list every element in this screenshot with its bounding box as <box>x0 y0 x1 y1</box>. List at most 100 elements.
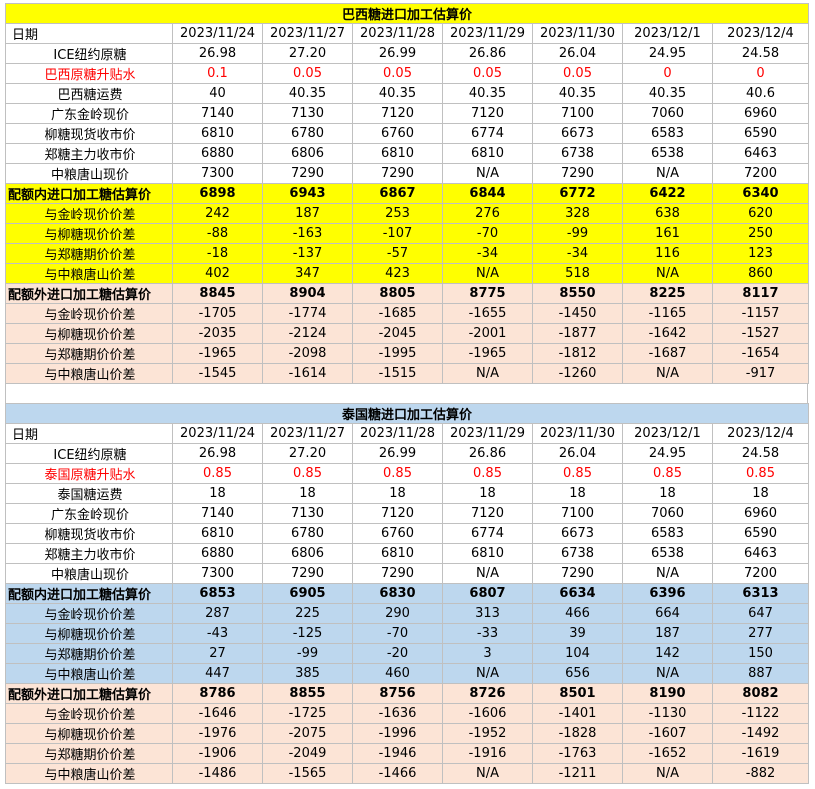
value-cell: 7120 <box>352 103 443 124</box>
value-cell: 447 <box>172 663 263 684</box>
value-cell: 7290 <box>532 563 623 584</box>
value-cell: N/A <box>442 563 533 584</box>
value-cell: 104 <box>532 643 623 664</box>
row-label: 与郑糖期价价差 <box>5 743 173 764</box>
value-cell: 277 <box>711 623 810 644</box>
value-cell: -2049 <box>262 743 353 764</box>
value-cell: 7200 <box>711 563 810 584</box>
data-row: 中粮唐山现价 7300 7290 7290 N/A 7290 N/A 7200 <box>5 563 810 584</box>
value-cell: 18 <box>262 483 353 504</box>
value-cell: 8190 <box>622 683 713 704</box>
value-cell: 6583 <box>622 123 713 144</box>
value-cell: -2035 <box>172 323 263 344</box>
data-row: 与郑糖期价价差 -1965 -2098 -1995 -1965 -1812 -1687 -16… <box>5 343 810 364</box>
title-row: 泰国糖进口加工估算价 <box>4 403 810 424</box>
value-cell: 26.86 <box>442 443 533 464</box>
value-cell: -88 <box>172 223 263 244</box>
value-cell: -1646 <box>172 703 263 724</box>
data-row: 与中粮唐山价差 -1486 -1565 -1466 N/A -1211 N/A -882 <box>5 763 810 784</box>
value-cell: 161 <box>622 223 713 244</box>
title-row: 巴西糖进口加工估算价 <box>4 3 810 24</box>
data-row: 泰国原糖升贴水 0.85 0.85 0.85 0.85 0.85 0.85 0.85 <box>5 463 810 484</box>
value-cell: -1466 <box>352 763 443 784</box>
value-cell: -99 <box>262 643 353 664</box>
value-cell: 860 <box>711 263 810 284</box>
value-cell: 6583 <box>622 523 713 544</box>
row-label: 与郑糖期价价差 <box>5 343 173 364</box>
value-cell: 6810 <box>442 543 533 564</box>
value-cell: 6780 <box>262 523 353 544</box>
data-row: 与柳糖现价价差 -43 -125 -70 -33 39 187 277 <box>5 623 810 644</box>
value-cell: 7290 <box>352 163 443 184</box>
value-cell: 6738 <box>532 143 623 164</box>
row-label: 柳糖现货收市价 <box>5 523 173 544</box>
value-cell: 6960 <box>711 503 810 524</box>
data-row: ICE纽约原糖 26.98 27.20 26.99 26.86 26.04 24.95 24.… <box>5 443 810 464</box>
value-cell: -2001 <box>442 323 533 344</box>
value-cell: 423 <box>352 263 443 284</box>
value-cell: 6806 <box>262 543 353 564</box>
row-label: 泰国原糖升贴水 <box>5 463 173 484</box>
value-cell: 0 <box>622 63 713 84</box>
value-cell: N/A <box>622 563 713 584</box>
data-row: 与郑糖期价价差 -1906 -2049 -1946 -1916 -1763 -1652 -16… <box>5 743 810 764</box>
data-row: 与金岭现价价差 -1705 -1774 -1685 -1655 -1450 -1165 -11… <box>5 303 810 324</box>
value-cell: -1450 <box>532 303 623 324</box>
data-row: 配额内进口加工糖估算价 6898 6943 6867 6844 6772 6422 6340 <box>5 183 810 204</box>
row-label: 与金岭现价价差 <box>5 303 173 324</box>
row-label: 与郑糖期价价差 <box>5 643 173 664</box>
data-row: 柳糖现货收市价 6810 6780 6760 6774 6673 6583 6590 <box>5 123 810 144</box>
value-cell: 7130 <box>262 103 353 124</box>
value-cell: 7290 <box>352 563 443 584</box>
value-cell: N/A <box>622 663 713 684</box>
value-cell: 8082 <box>711 683 810 704</box>
value-cell: -1565 <box>262 763 353 784</box>
value-cell: -1655 <box>442 303 533 324</box>
value-cell: 6810 <box>352 543 443 564</box>
value-cell: -1976 <box>172 723 263 744</box>
value-cell: -70 <box>442 223 533 244</box>
data-row: 配额外进口加工糖估算价 8786 8855 8756 8726 8501 8190 8082 <box>5 683 810 704</box>
date-header: 2023/12/1 <box>622 423 713 444</box>
value-cell: 39 <box>532 623 623 644</box>
date-header: 2023/11/30 <box>532 23 623 44</box>
row-label: 与金岭现价价差 <box>5 603 173 624</box>
date-header: 2023/11/27 <box>262 23 353 44</box>
value-cell: -1687 <box>622 343 713 364</box>
value-cell: 0.1 <box>172 63 263 84</box>
value-cell: -2075 <box>262 723 353 744</box>
value-cell: -43 <box>172 623 263 644</box>
value-cell: 276 <box>442 203 533 224</box>
header-row: 日期 2023/11/24 2023/11/27 2023/11/28 2023/11/… <box>5 23 810 44</box>
value-cell: 6538 <box>622 143 713 164</box>
value-cell: 0.85 <box>352 463 443 484</box>
value-cell: 8550 <box>532 283 623 304</box>
value-cell: 3 <box>442 643 533 664</box>
value-cell: 150 <box>711 643 810 664</box>
value-cell: -1763 <box>532 743 623 764</box>
row-label: 与中粮唐山价差 <box>5 763 173 784</box>
value-cell: 7140 <box>172 103 263 124</box>
value-cell: 40.6 <box>711 83 810 104</box>
value-cell: 8225 <box>622 283 713 304</box>
value-cell: -70 <box>352 623 443 644</box>
date-header: 2023/12/1 <box>622 23 713 44</box>
row-label: 配额内进口加工糖估算价 <box>5 183 173 204</box>
value-cell: 0.05 <box>532 63 623 84</box>
row-label: ICE纽约原糖 <box>5 443 173 464</box>
value-cell: -882 <box>711 763 810 784</box>
row-label: 郑糖主力收市价 <box>5 543 173 564</box>
value-cell: 26.98 <box>172 43 263 64</box>
value-cell: 6806 <box>262 143 353 164</box>
value-cell: 656 <box>532 663 623 684</box>
value-cell: 8726 <box>442 683 533 704</box>
value-cell: 7100 <box>532 103 623 124</box>
data-row: 泰国糖运费 18 18 18 18 18 18 18 <box>5 483 810 504</box>
value-cell: -1619 <box>711 743 810 764</box>
value-cell: 6807 <box>442 583 533 604</box>
data-row: 与柳糖现价价差 -1976 -2075 -1996 -1952 -1828 -1607 -14… <box>5 723 810 744</box>
date-header: 2023/11/24 <box>172 23 263 44</box>
row-label: 巴西原糖升贴水 <box>5 63 173 84</box>
value-cell: -1812 <box>532 343 623 364</box>
